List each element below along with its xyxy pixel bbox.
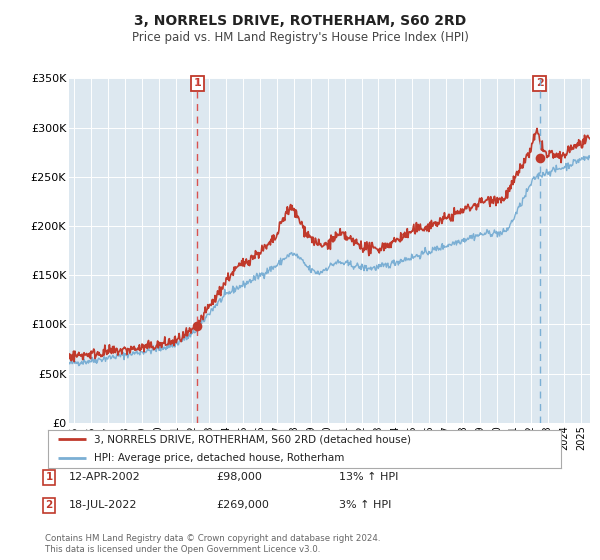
Text: 18-JUL-2022: 18-JUL-2022	[69, 500, 137, 510]
Text: This data is licensed under the Open Government Licence v3.0.: This data is licensed under the Open Gov…	[45, 545, 320, 554]
Text: £98,000: £98,000	[216, 472, 262, 482]
Text: Price paid vs. HM Land Registry's House Price Index (HPI): Price paid vs. HM Land Registry's House …	[131, 31, 469, 44]
Text: £269,000: £269,000	[216, 500, 269, 510]
Text: HPI: Average price, detached house, Rotherham: HPI: Average price, detached house, Roth…	[94, 452, 344, 463]
Text: 12-APR-2002: 12-APR-2002	[69, 472, 141, 482]
Text: 13% ↑ HPI: 13% ↑ HPI	[339, 472, 398, 482]
Text: 1: 1	[193, 78, 201, 88]
Text: 2: 2	[46, 500, 53, 510]
Text: Contains HM Land Registry data © Crown copyright and database right 2024.: Contains HM Land Registry data © Crown c…	[45, 534, 380, 543]
Text: 3, NORRELS DRIVE, ROTHERHAM, S60 2RD: 3, NORRELS DRIVE, ROTHERHAM, S60 2RD	[134, 14, 466, 28]
Text: 1: 1	[46, 472, 53, 482]
Text: 3, NORRELS DRIVE, ROTHERHAM, S60 2RD (detached house): 3, NORRELS DRIVE, ROTHERHAM, S60 2RD (de…	[94, 435, 411, 445]
Text: 2: 2	[536, 78, 544, 88]
Text: 3% ↑ HPI: 3% ↑ HPI	[339, 500, 391, 510]
